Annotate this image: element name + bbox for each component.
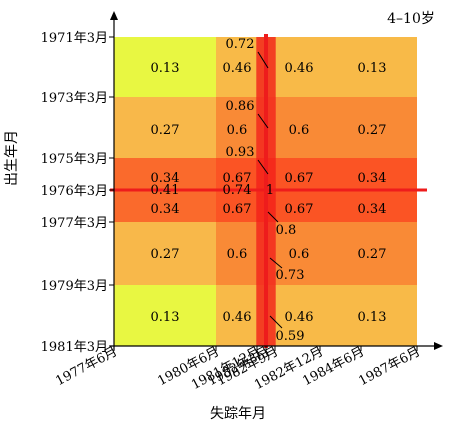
heatmap-cell [320,37,417,97]
cell-value-label: 0.34 [358,171,387,186]
y-tick-label: 1977年3月 [41,216,108,231]
heatmap-cell [275,222,320,285]
cell-value-label: 0.6 [289,247,310,262]
y-tick-label: 1979年3月 [41,279,108,294]
heatmap-cell [275,97,320,158]
x-axis-arrow-icon [434,342,443,350]
cell-value-label: 0.27 [358,247,387,262]
heatmap-cell [114,37,216,97]
cell-value-label: 0.67 [285,171,314,186]
cell-value-label: 0.46 [223,61,252,76]
heatmap-cell [216,37,257,97]
cell-value-label: 0.27 [151,247,180,262]
y-tick-label: 1976年3月 [41,184,108,199]
cell-value-label: 0.72 [226,37,255,52]
cell-value-label: 0.34 [151,171,180,186]
heatmap-cell [320,97,417,158]
cell-value-label: 0.73 [276,268,305,283]
chart-title: 4–10岁 [387,11,435,27]
heatmap-cell [216,190,257,222]
heatmap-cell [216,97,257,158]
cell-value-label: 0.13 [151,310,180,325]
leader-line [267,211,279,223]
heatmap-cell [114,190,216,222]
cell-value-label: 0.34 [358,202,387,217]
leader-line [257,159,269,175]
y-tick-label: 1975年3月 [41,152,108,167]
heatmap-cell [275,158,320,190]
heatmap-cell [114,158,216,190]
cell-value-label: 0.13 [358,310,387,325]
heatmap-cell [320,158,417,190]
heatmap-cell [114,222,216,285]
cell-value-label: 0.6 [227,247,248,262]
cell-value-label: 0.13 [358,61,387,76]
cell-value-label: 0.27 [358,123,387,138]
x-tick-labels: 1977年6月 1980年6月1981年12月1982年3月1982年9月1982… [53,344,423,393]
center-row-value-label: 0.74 [223,183,252,198]
heatmap-cell [320,190,417,222]
axes [110,11,443,350]
center-row-value-label: 0.41 [151,183,180,198]
heatmap-cell [216,222,257,285]
y-tick-labels: 1971年3月 1973年3月 1975年3月 1976年3月 1977年3月 1979年… [41,31,114,355]
heatmap-cell [320,285,417,346]
leader-line [269,315,283,329]
cell-value-label: 0.6 [227,123,248,138]
value-labels: 0.130.270.340.340.270.130.460.60.670.670… [151,37,387,344]
y-axis-label: 出生年月 [4,130,20,186]
marker-lines [110,34,427,348]
cell-value-label: 0.93 [226,145,255,160]
cell-value-label: 0.6 [289,123,310,138]
heatmap-cell [275,37,320,97]
y-tick-label: 1971年3月 [41,31,108,46]
y-axis-arrow-icon [110,11,118,20]
center-row-value-label: 1 [266,183,274,198]
cell-value-label: 0.46 [223,310,252,325]
heatmap-cell [216,158,257,190]
cell-value-label: 0.46 [285,61,314,76]
heatmap-cell [114,285,216,346]
heatmap-cell [275,285,320,346]
cell-value-label: 0.8 [276,223,297,238]
x-axis-label: 失踪年月 [210,406,266,422]
heatmap-cell [216,285,257,346]
leader-line [269,257,283,269]
heatmap-cell [275,190,320,222]
leader-lines [257,51,283,329]
heatmap-cell [320,222,417,285]
heatmap-cell [114,97,216,158]
cell-value-label: 0.67 [285,202,314,217]
cell-value-label: 0.59 [276,329,305,344]
x-tick-label: 1987年6月 [356,344,423,389]
cell-value-label: 0.13 [151,61,180,76]
heatmap-cells [114,37,417,346]
y-tick-label: 1973年3月 [41,91,108,106]
y-tick-label: 1981年3月 [41,340,108,355]
cell-value-label: 0.67 [223,171,252,186]
cell-value-label: 0.86 [226,99,255,114]
cell-value-label: 0.27 [151,123,180,138]
cell-value-label: 0.67 [223,202,252,217]
cell-value-label: 0.34 [151,202,180,217]
leader-line [257,113,269,129]
leader-line [257,51,269,69]
cell-value-label: 0.46 [285,310,314,325]
